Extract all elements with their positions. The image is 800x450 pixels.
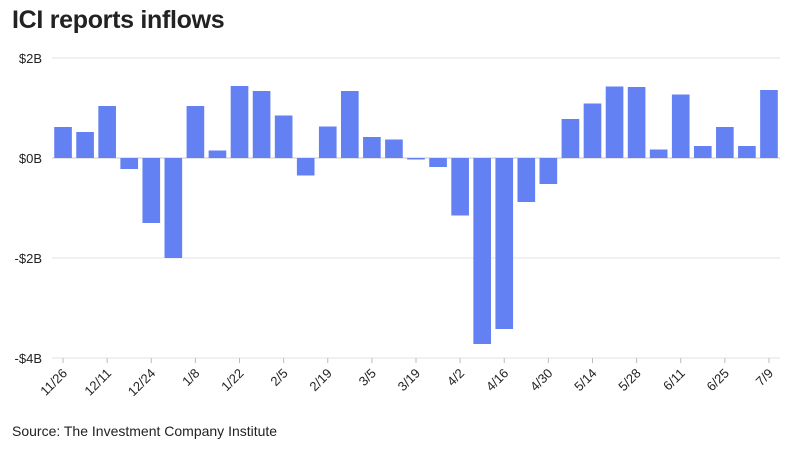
chart-title: ICI reports inflows	[12, 6, 225, 34]
bar	[716, 127, 734, 158]
bar	[54, 127, 72, 158]
source-note: Source: The Investment Company Institute	[12, 423, 278, 439]
bar	[274, 115, 293, 158]
bar	[186, 106, 205, 158]
y-axis-ticks: $2B $0B -$2B -$4B	[15, 51, 42, 366]
x-tick-label: 5/14	[571, 366, 600, 395]
bar	[76, 132, 94, 158]
x-tick-label: 2/5	[267, 366, 290, 389]
bar	[649, 149, 668, 158]
y-tick-label: -$4B	[15, 351, 42, 366]
bar	[385, 139, 403, 158]
bar	[693, 146, 712, 158]
bars	[54, 86, 778, 344]
bar	[252, 91, 271, 158]
x-tick-label: 6/25	[703, 366, 732, 395]
bar	[340, 91, 359, 158]
bar	[208, 150, 227, 158]
bar	[363, 137, 381, 158]
bar	[738, 146, 756, 158]
bar	[583, 103, 602, 158]
bar	[539, 158, 558, 184]
bar	[451, 158, 469, 216]
x-tick-label: 7/9	[753, 366, 776, 389]
x-tick-label: 5/28	[615, 366, 644, 395]
y-tick-label: $0B	[19, 151, 42, 166]
x-tick-label: 4/16	[483, 366, 512, 395]
x-tick-label: 6/11	[660, 366, 688, 394]
bar	[407, 158, 425, 160]
bar	[627, 87, 646, 158]
bar	[671, 94, 690, 158]
bar	[98, 106, 116, 158]
x-tick-label: 1/8	[179, 366, 202, 389]
x-tick-label: 11/26	[37, 366, 70, 399]
y-tick-label: $2B	[19, 51, 42, 66]
bar	[495, 158, 514, 329]
bar	[605, 86, 624, 158]
bar	[318, 126, 337, 158]
bar	[561, 119, 580, 158]
bar	[296, 158, 315, 176]
x-tick-label: 2/19	[306, 366, 335, 395]
x-tick-label: 3/5	[356, 366, 379, 389]
bar	[760, 90, 778, 158]
bar-chart: $2B $0B -$2B -$4B 11/26 12/11 12/24 1/8 1/22 2/5…	[15, 51, 780, 399]
gridlines	[52, 57, 780, 359]
x-tick-label: 12/11	[81, 366, 114, 399]
bar	[142, 158, 161, 223]
bar	[120, 158, 139, 169]
y-tick-label: -$2B	[15, 251, 42, 266]
x-tick-label: 1/22	[218, 366, 247, 395]
x-tick-label: 12/24	[125, 366, 159, 400]
bar	[429, 158, 447, 167]
bar	[473, 158, 492, 344]
x-axis-ticks: 11/26 12/11 12/24 1/8 1/22 2/5 2/19 3/5 3/19 4/2 4…	[37, 358, 776, 399]
bar	[164, 158, 183, 258]
x-tick-label: 4/2	[444, 366, 467, 389]
x-tick-label: 3/19	[395, 366, 424, 395]
bar	[230, 86, 249, 158]
x-tick-label: 4/30	[527, 366, 556, 395]
bar	[517, 158, 536, 202]
